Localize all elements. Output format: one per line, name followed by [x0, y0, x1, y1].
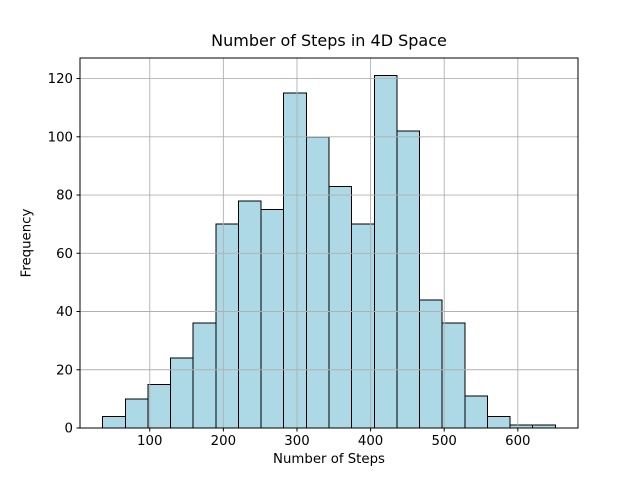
- x-tick-label: 400: [358, 434, 383, 449]
- histogram-bar: [215, 223, 239, 429]
- x-tick-label: 300: [284, 434, 309, 449]
- y-tick-label: 0: [65, 422, 73, 437]
- y-axis-label: Frequency: [19, 208, 35, 278]
- histogram-bar: [441, 322, 466, 429]
- y-tick-label: 120: [48, 72, 73, 87]
- histogram-bar: [237, 200, 262, 429]
- histogram-bar: [305, 136, 330, 429]
- histogram-bar: [419, 299, 443, 429]
- chart-title: Number of Steps in 4D Space: [211, 31, 447, 50]
- histogram-bar: [124, 398, 149, 429]
- y-tick-label: 80: [56, 189, 73, 204]
- plot-border: [79, 57, 579, 429]
- histogram-bar: [373, 75, 398, 429]
- y-tick-label: 20: [56, 363, 73, 378]
- histogram-bar: [192, 322, 217, 429]
- histogram-bar: [328, 185, 353, 429]
- histogram-bar: [147, 383, 172, 429]
- histogram-bar: [396, 130, 421, 429]
- x-axis-label: Number of Steps: [273, 452, 385, 467]
- histogram-bar: [464, 395, 488, 429]
- x-tick-label: 600: [505, 434, 530, 449]
- y-tick-label: 40: [56, 305, 73, 320]
- histogram-bar: [170, 357, 194, 429]
- y-tick-label: 60: [56, 247, 73, 262]
- histogram-bar: [283, 92, 307, 429]
- y-tick-label: 100: [48, 130, 73, 145]
- x-tick-label: 500: [432, 434, 457, 449]
- x-tick-label: 100: [137, 434, 162, 449]
- histogram-bar: [486, 415, 511, 429]
- x-tick-label: 200: [211, 434, 236, 449]
- histogram-bar: [260, 209, 285, 429]
- histogram-bar: [102, 415, 126, 429]
